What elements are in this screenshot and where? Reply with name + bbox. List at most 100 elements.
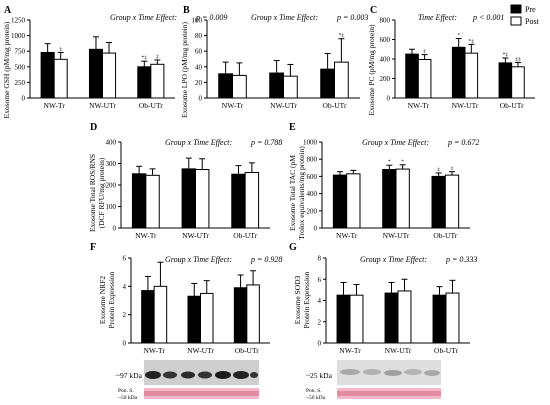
bar-f-post bbox=[246, 284, 260, 344]
x-tick-label-a: NW-UTr bbox=[89, 101, 116, 110]
bar-g-pre bbox=[336, 294, 351, 344]
bar-f-pre bbox=[233, 287, 248, 344]
blot-bands-g bbox=[340, 369, 440, 376]
y-tick-label-c: 400 bbox=[380, 56, 391, 64]
panel-c: C Time Effect: p < 0.001 0 200 400 600 800 ‡ N… bbox=[367, 5, 535, 116]
bar-g-post bbox=[445, 292, 460, 344]
y-tick-label-g: 8 bbox=[318, 255, 322, 263]
panel-g: G Group x Time Effect: p = 0.333 0 2 4 6 8 NW… bbox=[289, 242, 477, 355]
significance-mark-e: ‡ bbox=[451, 166, 454, 172]
y-axis-label-f-2: Protein Expression bbox=[107, 271, 116, 328]
y-tick-label-b: 60 bbox=[195, 48, 203, 56]
y-axis-label-f: Exosome NRF2 bbox=[98, 276, 107, 324]
y-tick-label-g: 4 bbox=[318, 297, 322, 305]
pon-label-g: Pon. S. bbox=[306, 388, 322, 394]
legend-swatch-pre bbox=[510, 4, 522, 14]
y-tick-label-e: 0 bbox=[314, 225, 318, 233]
panel-e: E Group x Time Effect: p = 0.672 0 200 400… bbox=[288, 122, 479, 240]
effect-p-e: p = 0.672 bbox=[447, 138, 479, 147]
bar-b-pre bbox=[320, 68, 336, 99]
x-tick-label-g: Ob-UTr bbox=[434, 346, 458, 355]
x-tick-label-b: NW-UTr bbox=[270, 101, 297, 110]
y-tick-label-a: 500 bbox=[15, 63, 26, 71]
y-tick-label-a: 0 bbox=[22, 95, 26, 103]
x-tick-label-e: NW-UTr bbox=[383, 231, 410, 240]
pon-label-f: Pon. S. bbox=[118, 388, 134, 394]
panel-letter-f: F bbox=[90, 242, 96, 253]
bar-d-pre bbox=[181, 168, 196, 229]
bar-a-post bbox=[102, 52, 117, 99]
bar-c-pre bbox=[498, 62, 513, 99]
bar-f-post bbox=[153, 285, 168, 344]
bar-b-pre bbox=[269, 72, 285, 99]
bar-g-post bbox=[349, 294, 364, 344]
panel-letter-e: E bbox=[289, 122, 296, 133]
panel-letter-g: G bbox=[289, 242, 297, 253]
y-tick-label-d: 400 bbox=[106, 139, 117, 147]
y-tick-label-f: 0 bbox=[123, 340, 127, 348]
y-tick-label-a: 1000 bbox=[11, 32, 26, 40]
bar-a-pre bbox=[88, 48, 103, 99]
x-tick-label-f: NW-Tr bbox=[143, 346, 165, 355]
y-tick-label-f: 2 bbox=[123, 311, 127, 319]
bar-b-post bbox=[334, 61, 349, 99]
blot-band-label-g: ~25 kDa bbox=[306, 371, 333, 380]
panel-d: D Group x Time Effect: p = 0.788 0 100 200… bbox=[88, 122, 282, 240]
y-tick-label-b: 40 bbox=[195, 63, 203, 71]
x-tick-label-f: Ob-UTr bbox=[235, 346, 259, 355]
significance-mark-e: ‡ bbox=[437, 167, 440, 173]
bar-b-post bbox=[232, 74, 247, 99]
bar-f-pre bbox=[141, 290, 155, 344]
y-axis-label-c: Exosome PC (pM/mg protein) bbox=[367, 24, 376, 116]
plot-area-g: 0 2 4 6 8 NW-Tr NW-UTr Ob-UTr bbox=[318, 255, 470, 355]
bar-b-pre bbox=[218, 73, 233, 99]
x-tick-label-a: Ob-UTr bbox=[139, 101, 163, 110]
y-tick-label-b: 80 bbox=[195, 32, 203, 40]
y-tick-label-c: 600 bbox=[380, 36, 391, 44]
y-tick-label-g: 0 bbox=[318, 340, 322, 348]
bar-e-pre bbox=[382, 169, 397, 229]
significance-mark-a: ‡ bbox=[59, 46, 62, 52]
bar-a-post bbox=[53, 58, 68, 99]
y-axis-label-e-2: Trolox equivalents/mg protein) bbox=[297, 146, 306, 240]
effect-p-c: p < 0.001 bbox=[472, 13, 504, 22]
y-tick-label-c: 0 bbox=[387, 95, 391, 103]
plot-area-c: 0 200 400 600 800 ‡ NW-Tr * *‡ NW-UTr *‡ ‡‡ Ob-UTr bbox=[380, 17, 535, 110]
y-tick-label-b: 20 bbox=[195, 79, 203, 87]
x-tick-label-a: NW-Tr bbox=[43, 101, 65, 110]
x-tick-label-g: NW-UTr bbox=[385, 346, 412, 355]
x-tick-label-b: Ob-UTr bbox=[323, 101, 347, 110]
effect-p-a: p = 0.009 bbox=[195, 13, 227, 22]
panel-letter-d: D bbox=[90, 122, 97, 133]
bar-a-pre bbox=[40, 51, 55, 99]
significance-mark-c: *‡ bbox=[503, 52, 509, 58]
y-tick-label-c: 800 bbox=[380, 17, 391, 25]
effect-p-b: p = 0.003 bbox=[336, 13, 368, 22]
blot-bands-f bbox=[145, 371, 258, 379]
ponceau-band-g bbox=[337, 391, 441, 396]
x-tick-label-b: NW-Tr bbox=[222, 101, 244, 110]
x-tick-label-c: NW-UTr bbox=[452, 101, 479, 110]
plot-area-e: 0 200 400 600 800 1000 NW-Tr * * NW-UTr ‡ ‡ Ob-UTr bbox=[303, 139, 470, 240]
blot-f: ~97 kDa Pon. S. ~50 kDa bbox=[116, 360, 259, 401]
legend-label-post: Post bbox=[525, 17, 540, 26]
bar-f-pre bbox=[187, 295, 202, 344]
panel-letter-a: A bbox=[4, 5, 12, 16]
significance-mark-a: ‡ bbox=[156, 54, 159, 60]
legend-swatch-post bbox=[510, 16, 522, 26]
x-tick-label-g: NW-Tr bbox=[339, 346, 361, 355]
y-tick-label-a: 750 bbox=[15, 48, 26, 56]
significance-mark-a: *‡ bbox=[142, 55, 148, 61]
y-tick-label-f: 4 bbox=[123, 283, 127, 291]
y-tick-label-e: 800 bbox=[307, 156, 318, 164]
significance-mark-c: ‡ bbox=[423, 49, 426, 55]
blot-g: ~25 kDa Pon. S. ~50 kDa bbox=[306, 360, 441, 401]
x-tick-label-f: NW-UTr bbox=[187, 346, 214, 355]
y-tick-label-a: 250 bbox=[15, 79, 26, 87]
bar-e-pre bbox=[332, 174, 348, 229]
y-axis-label-g: Exosome SOD3 bbox=[293, 275, 302, 324]
y-tick-label-d: 100 bbox=[106, 203, 117, 211]
y-axis-label-e: Exosome Total TAC (pM bbox=[288, 155, 297, 231]
x-tick-label-d: NW-UTr bbox=[182, 231, 209, 240]
